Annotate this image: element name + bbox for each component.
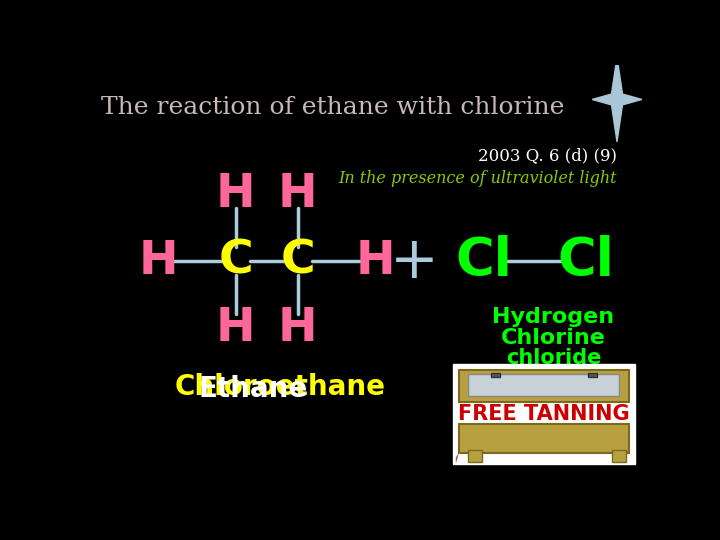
Bar [588, 373, 597, 377]
Text: H: H [278, 306, 318, 350]
Text: H: H [138, 239, 178, 284]
Text: +: + [390, 233, 438, 289]
Text: In the presence of ultraviolet light: In the presence of ultraviolet light [338, 170, 617, 187]
Text: Cl: Cl [455, 235, 512, 287]
Bar [459, 423, 629, 453]
Polygon shape [593, 57, 642, 142]
Text: chloride: chloride [505, 348, 601, 368]
Text: Ethane: Ethane [198, 375, 307, 403]
Bar [468, 374, 619, 396]
Bar [453, 363, 635, 464]
Text: The reaction of ethane with chlorine: The reaction of ethane with chlorine [101, 96, 564, 119]
Bar [611, 450, 626, 462]
Text: Chloroethane: Chloroethane [174, 373, 385, 401]
Text: 2003 Q. 6 (d) (9): 2003 Q. 6 (d) (9) [478, 147, 617, 164]
Bar [459, 370, 629, 402]
Text: H: H [278, 172, 318, 217]
Text: H: H [216, 306, 256, 350]
Bar [468, 450, 482, 462]
Text: FREE TANNING: FREE TANNING [458, 403, 629, 423]
Text: C: C [280, 239, 315, 284]
Text: Hydrogen: Hydrogen [492, 307, 614, 327]
Bar [490, 373, 500, 377]
Text: C: C [218, 239, 253, 284]
Text: Cl: Cl [557, 235, 614, 287]
Text: H: H [216, 172, 256, 217]
Text: Chlorine: Chlorine [501, 328, 606, 348]
Text: H: H [356, 239, 395, 284]
Polygon shape [456, 453, 459, 464]
